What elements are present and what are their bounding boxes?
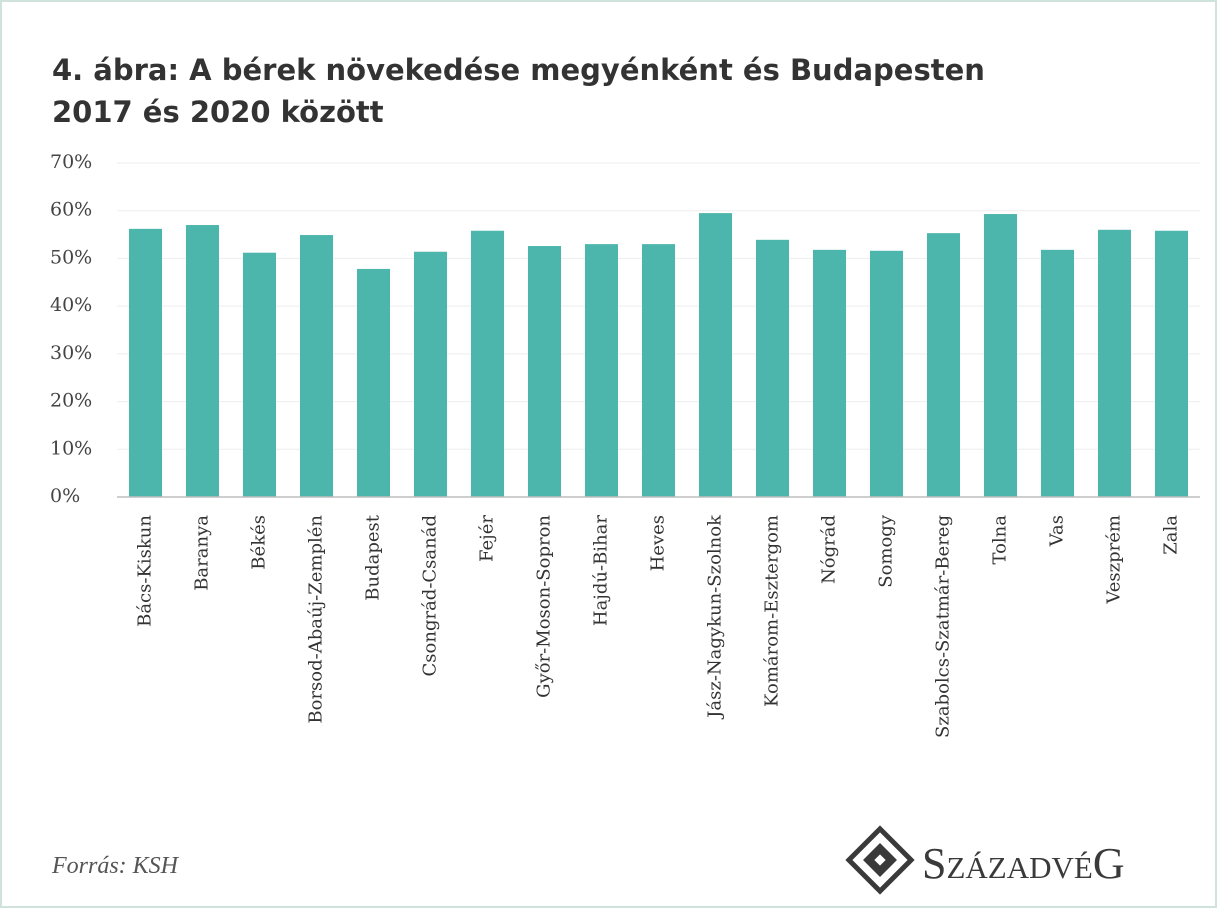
bar [356, 268, 391, 497]
chart-subtitle: 2017 és 2020 között [52, 95, 384, 129]
x-tick-label: Jász-Nagykun-Szolnok [705, 514, 726, 720]
bar [983, 214, 1018, 497]
chart-title: 4. ábra: A bérek növekedése megyénként é… [52, 53, 985, 87]
bar [242, 252, 277, 497]
bar [926, 233, 961, 497]
bar [1154, 230, 1189, 498]
x-tick-label: Somogy [876, 514, 897, 588]
bar [470, 230, 505, 498]
logo: SzázadvéG [922, 839, 1125, 888]
x-tick-label: Borsod-Abaúj-Zemplén [306, 515, 327, 724]
source: Forrás: KSH [51, 853, 180, 879]
bar [1040, 249, 1075, 497]
x-tick-label: Baranya [192, 515, 213, 591]
y-tick-label: 70% [50, 151, 92, 173]
x-tick-label: Komárom-Esztergom [762, 515, 783, 707]
y-tick-label: 0% [50, 485, 80, 507]
bar [698, 213, 733, 497]
x-tick-label: Nógrád [819, 515, 840, 584]
x-tick-label: Tolna [990, 515, 1011, 565]
y-tick-label: 20% [50, 390, 92, 412]
x-tick-label: Veszprém [1104, 515, 1125, 605]
x-tick-label: Hajdú-Bihar [591, 515, 612, 627]
x-tick-label: Békés [249, 515, 270, 570]
bar [128, 228, 163, 498]
bar [299, 235, 334, 497]
x-tick-label: Csongrád-Csanád [420, 515, 441, 677]
x-tick-label: Szabolcs-Szatmár-Bereg [933, 515, 954, 738]
bar [527, 246, 562, 497]
bar [413, 251, 448, 497]
y-tick-label: 40% [50, 294, 92, 316]
bar [185, 225, 220, 497]
x-tick-label: Győr-Moson-Sopron [534, 515, 555, 698]
bar [812, 249, 847, 497]
x-tick-label: Fejér [477, 515, 498, 562]
x-tick-label: Zala [1161, 515, 1182, 555]
y-tick-label: 50% [50, 246, 92, 268]
y-tick-label: 60% [50, 199, 92, 221]
y-tick-label: 10% [50, 437, 92, 459]
bar [869, 250, 904, 497]
x-tick-label: Vas [1047, 515, 1068, 547]
x-tick-label: Bács-Kiskun [135, 515, 156, 627]
y-tick-label: 30% [50, 342, 92, 364]
x-tick-label: Budapest [363, 514, 384, 600]
x-tick-label: Heves [648, 515, 669, 571]
bar [755, 239, 790, 497]
bar [584, 244, 619, 497]
bar [1097, 229, 1132, 498]
bar [641, 244, 676, 497]
